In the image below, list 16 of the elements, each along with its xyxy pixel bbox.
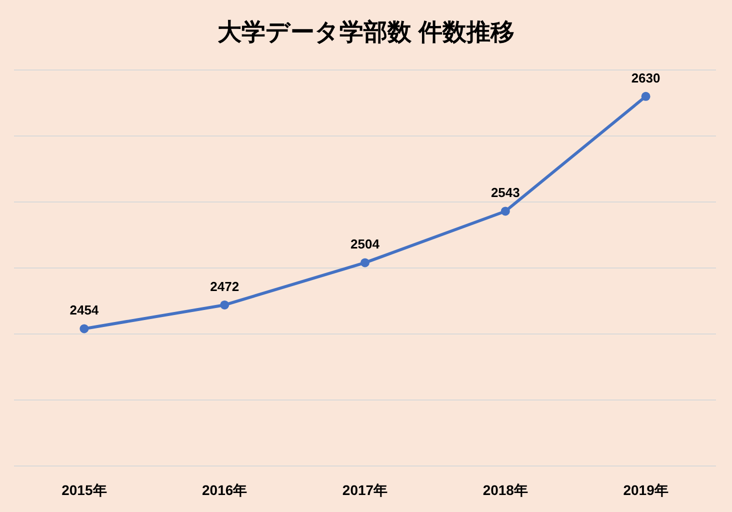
x-tick-label: 2019年 xyxy=(623,482,668,498)
point xyxy=(500,206,510,216)
point xyxy=(220,300,230,310)
data-label: 2543 xyxy=(490,185,520,200)
point xyxy=(80,324,89,334)
chart-title: 大学データ学部数 件数推移 xyxy=(218,19,514,46)
point xyxy=(360,258,370,268)
data-label: 2504 xyxy=(350,236,380,252)
data-label: 2454 xyxy=(70,302,100,318)
x-tick-label: 2017年 xyxy=(342,482,388,498)
point xyxy=(641,92,650,101)
data-label: 2472 xyxy=(210,278,240,294)
x-tick-label: 2016年 xyxy=(202,482,248,498)
x-tick-label: 2018年 xyxy=(482,482,528,498)
data-label: 2630 xyxy=(631,70,660,86)
x-tick-label: 2015年 xyxy=(62,482,107,498)
